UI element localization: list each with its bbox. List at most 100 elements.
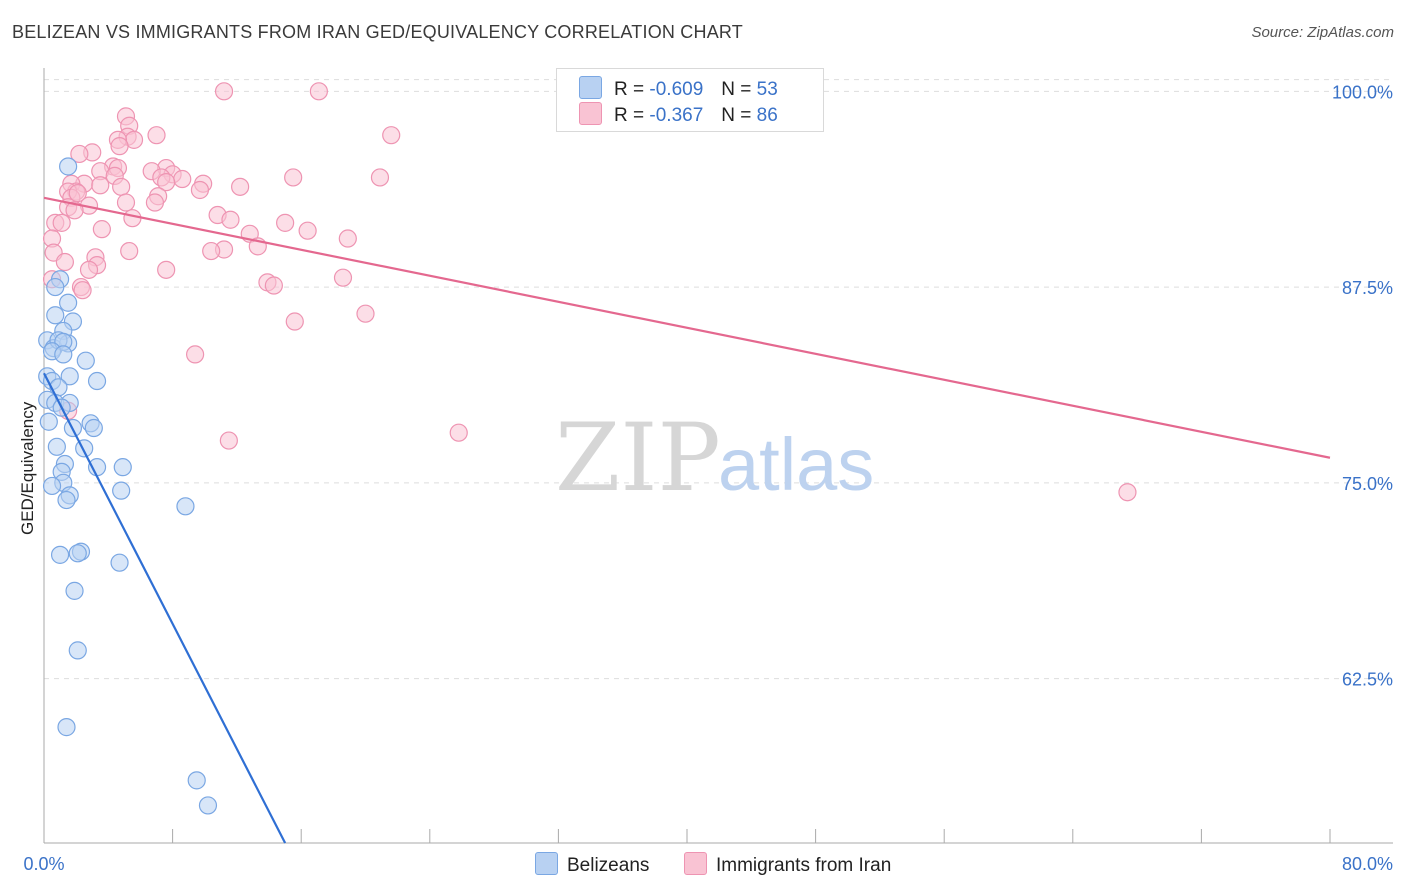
iran-point	[186, 345, 205, 364]
belizean-point	[46, 277, 65, 297]
y-tick-label: 87.5%	[1342, 278, 1393, 298]
iran-point	[231, 177, 250, 196]
iran-point	[276, 213, 295, 232]
y-tick-label: 75.0%	[1342, 474, 1393, 494]
iran-point	[157, 260, 176, 279]
y-tick-label: 62.5%	[1342, 670, 1393, 690]
r-value: -0.367	[649, 105, 704, 126]
belizean-point	[75, 439, 94, 458]
n-value: 86	[756, 105, 778, 126]
pink-swatch-icon	[579, 102, 602, 125]
belizean-point	[110, 553, 129, 572]
iran-point	[370, 168, 390, 187]
y-axis-label: GED/Equivalency	[18, 401, 37, 535]
iran-points	[42, 82, 1137, 502]
r-label: R =	[614, 79, 645, 100]
belizean-point	[176, 497, 195, 516]
iran-point	[123, 209, 142, 228]
iran-point	[338, 229, 357, 248]
trend-lines	[43, 196, 1331, 844]
iran-point	[264, 276, 283, 295]
belizean-point	[57, 718, 76, 737]
belizean-point	[50, 545, 70, 564]
iran-point	[221, 210, 240, 229]
iran-point	[55, 252, 74, 272]
tick-labels: 62.5% 75.0% 87.5% 100.0% 0.0% 80.0%	[23, 82, 1393, 874]
belizean-point	[65, 581, 84, 600]
iran-point	[116, 193, 136, 212]
stats-legend: R = -0.609 N = 53 R = -0.367 N = 86	[556, 68, 824, 132]
iran-point	[92, 220, 111, 239]
iran-point	[202, 241, 221, 261]
iran-point	[157, 173, 176, 192]
belizean-point	[57, 490, 76, 510]
belizean-point	[68, 641, 87, 660]
grid-lines	[44, 79, 1393, 680]
belizean-point	[76, 351, 95, 370]
watermark-zip: ZIP	[555, 404, 721, 513]
iran-point	[120, 241, 139, 261]
pink-swatch-icon	[684, 852, 707, 875]
iran-point	[298, 221, 317, 240]
legend-label: Belizeans	[567, 855, 650, 876]
iran-point	[284, 168, 303, 187]
iran-point	[382, 126, 401, 145]
chart-title: BELIZEAN VS IMMIGRANTS FROM IRAN GED/EQU…	[12, 22, 743, 42]
belizean-point	[59, 157, 78, 176]
legend-item-belizeans: Belizeans	[535, 852, 649, 877]
belizean-trend-line	[43, 372, 287, 844]
stats-row-belizeans: R = -0.609 N = 53	[579, 76, 778, 100]
n-label: N =	[721, 105, 752, 126]
belizean-point	[59, 293, 78, 312]
x-tick-label: 80.0%	[1342, 854, 1393, 874]
iran-point	[145, 193, 165, 212]
legend-item-iran: Immigrants from Iran	[684, 852, 891, 877]
belizean-point	[42, 476, 62, 496]
belizean-point	[54, 345, 73, 364]
iran-point	[73, 281, 92, 300]
belizean-points	[38, 157, 218, 815]
iran-point	[70, 144, 89, 164]
belizean-point	[87, 371, 107, 391]
iran-point	[91, 176, 110, 195]
stats-row-iran: R = -0.367 N = 86	[579, 102, 778, 126]
y-tick-label: 100.0%	[1332, 82, 1393, 102]
iran-point	[285, 312, 304, 331]
iran-point	[214, 82, 234, 101]
axes	[43, 68, 1393, 844]
blue-swatch-icon	[579, 76, 602, 99]
n-label: N =	[721, 79, 752, 100]
watermark-atlas: atlas	[718, 423, 874, 506]
iran-point	[173, 169, 192, 189]
belizean-point	[46, 306, 65, 325]
n-value: 53	[756, 79, 778, 100]
iran-point	[309, 82, 328, 101]
iran-point	[147, 126, 166, 145]
blue-swatch-icon	[535, 852, 558, 875]
iran-point	[333, 268, 353, 287]
iran-point	[79, 260, 99, 279]
iran-point	[65, 201, 84, 220]
iran-point	[52, 213, 71, 232]
iran-point	[110, 137, 129, 156]
source-credit: Source: ZipAtlas.com	[1251, 24, 1394, 41]
iran-point	[112, 177, 131, 196]
belizean-point	[39, 412, 58, 431]
iran-trend-line	[43, 196, 1331, 459]
iran-point	[68, 184, 87, 203]
iran-point	[219, 431, 238, 450]
iran-point	[449, 423, 468, 442]
belizean-point	[84, 418, 103, 438]
iran-point	[190, 180, 210, 200]
iran-point	[356, 304, 375, 323]
belizean-point	[187, 771, 206, 790]
r-value: -0.609	[649, 79, 704, 100]
belizean-point	[47, 437, 66, 456]
belizean-point	[198, 796, 218, 815]
iran-point	[1118, 483, 1137, 502]
belizean-point	[112, 481, 131, 500]
belizean-point	[68, 544, 87, 563]
legend-label: Immigrants from Iran	[716, 855, 892, 876]
belizean-point	[113, 458, 132, 477]
